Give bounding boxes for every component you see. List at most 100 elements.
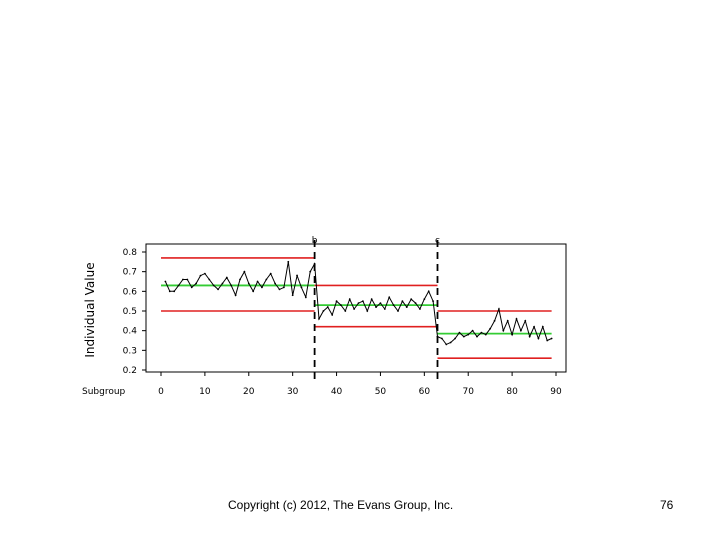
data-point	[340, 304, 342, 306]
data-point	[458, 331, 461, 334]
data-point	[164, 280, 167, 283]
data-point	[353, 308, 356, 310]
data-point	[177, 284, 180, 287]
data-point	[498, 308, 500, 310]
data-point	[383, 308, 386, 310]
data-point	[195, 282, 198, 285]
data-point	[401, 300, 404, 303]
data-point	[309, 270, 312, 273]
data-point	[432, 300, 435, 303]
data-point	[265, 278, 268, 281]
stage-label: b	[312, 236, 318, 246]
y-tick-label: 0.8	[123, 248, 138, 258]
control-chart: b c 0.2 0.3 0.4 0.5 0.6 0.7 0.8 0 10 20 30 40 50 60 70 8…	[82, 236, 567, 397]
data-point	[375, 306, 377, 308]
data-point	[296, 274, 298, 277]
data-point	[357, 302, 360, 305]
x-axis-label: Subgroup	[82, 387, 126, 397]
x-tick-label: 30	[287, 387, 299, 397]
data-point	[502, 329, 505, 332]
data-point	[225, 276, 228, 279]
x-tick-label: 20	[243, 387, 255, 397]
data-point	[291, 294, 294, 297]
data-point	[511, 333, 514, 336]
data-point	[239, 278, 241, 281]
data-point	[506, 319, 509, 322]
data-point	[476, 335, 478, 338]
data-point	[541, 325, 544, 328]
data-point	[348, 298, 351, 301]
data-point	[366, 310, 369, 312]
copyright-text: Copyright (c) 2012, The Evans Group, Inc…	[228, 498, 454, 512]
x-tick-label: 90	[550, 387, 562, 397]
data-point	[318, 317, 320, 320]
data-point	[519, 329, 522, 332]
data-point	[234, 294, 237, 297]
y-tick-label: 0.5	[123, 307, 137, 317]
data-point	[449, 341, 452, 344]
data-point	[182, 278, 184, 281]
data-point	[414, 302, 417, 305]
data-point	[261, 286, 263, 289]
data-point	[208, 278, 211, 281]
data-point	[217, 288, 219, 291]
data-point	[344, 310, 347, 312]
data-point	[480, 331, 483, 334]
data-point	[212, 284, 215, 287]
data-point	[524, 319, 527, 322]
data-point	[471, 329, 474, 332]
data-point	[168, 290, 171, 293]
data-point	[467, 333, 470, 336]
data-point	[243, 270, 246, 273]
data-point	[173, 290, 176, 293]
data-point	[515, 317, 518, 320]
plot-area	[145, 243, 567, 373]
data-point	[190, 286, 193, 289]
data-point	[278, 288, 281, 291]
data-point	[274, 282, 277, 285]
data-point	[326, 306, 329, 308]
data-point	[546, 339, 549, 342]
data-point	[379, 302, 382, 305]
data-point	[427, 290, 430, 293]
y-tick-label: 0.6	[123, 287, 138, 297]
data-point	[322, 310, 325, 312]
data-point	[361, 300, 364, 303]
data-point	[335, 300, 338, 303]
y-tick-label: 0.2	[123, 366, 137, 376]
data-point	[256, 280, 259, 283]
data-point	[388, 296, 391, 299]
data-point	[282, 286, 285, 289]
data-point	[269, 272, 272, 275]
stage-label: c	[435, 236, 440, 246]
data-point	[423, 298, 426, 301]
data-point	[537, 337, 540, 340]
data-point	[230, 284, 233, 287]
y-tick-label: 0.7	[123, 268, 137, 278]
y-axis-label: Individual Value	[83, 262, 97, 357]
data-point	[370, 298, 373, 301]
data-point	[410, 298, 413, 301]
data-point	[440, 337, 443, 340]
data-point	[203, 272, 206, 275]
x-tick-label: 60	[419, 387, 431, 397]
x-tick-label: 70	[462, 387, 474, 397]
x-tick-label: 10	[199, 387, 211, 397]
data-point	[550, 337, 553, 340]
data-point	[252, 290, 255, 293]
data-point	[287, 260, 290, 263]
x-tick-label: 80	[506, 387, 518, 397]
data-point	[454, 337, 456, 340]
data-point	[462, 335, 465, 338]
data-point	[533, 325, 535, 328]
x-tick-label: 0	[158, 387, 164, 397]
page-number: 76	[660, 498, 674, 512]
data-point	[419, 308, 421, 310]
data-point	[489, 327, 492, 330]
data-point	[331, 314, 334, 316]
data-point	[528, 335, 531, 338]
y-tick-label: 0.4	[123, 327, 138, 337]
data-point	[392, 304, 395, 306]
data-point	[484, 333, 487, 336]
data-point	[493, 319, 496, 322]
